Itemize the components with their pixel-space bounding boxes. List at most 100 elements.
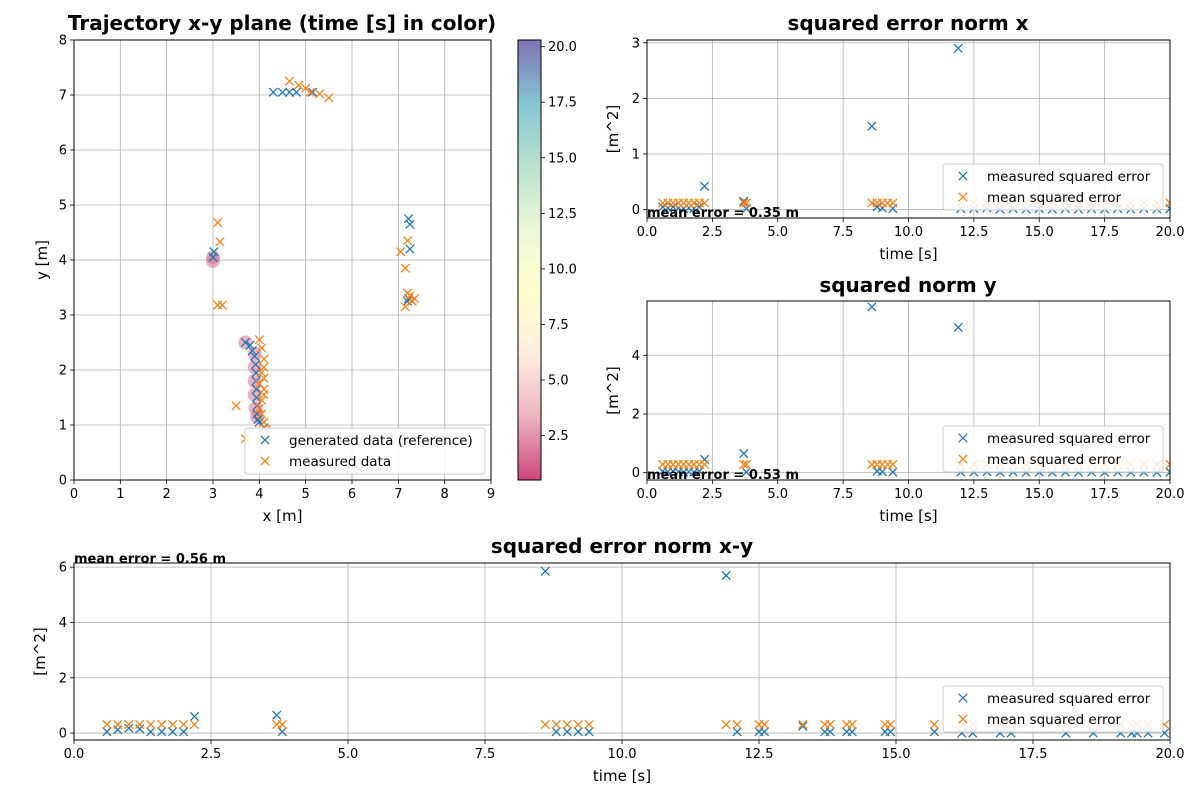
measured-point xyxy=(405,291,415,301)
reference-point xyxy=(284,87,295,97)
mean-error-point xyxy=(584,719,594,730)
legend-entry: mean squared error xyxy=(987,712,1122,728)
measured-error-point xyxy=(885,727,896,737)
measured-error-point xyxy=(551,727,561,737)
mean-error-point xyxy=(732,719,742,730)
mean-error-annotation: mean error = 0.56 m xyxy=(74,552,226,567)
mean-error-point xyxy=(540,719,550,730)
x-axis-label: time [s] xyxy=(879,245,937,263)
measured-point xyxy=(254,335,264,345)
ey-legend: measured squared error mean squared error xyxy=(942,425,1164,473)
measured-point xyxy=(215,237,225,247)
mean-error-point xyxy=(573,719,583,730)
measured-error-point xyxy=(759,727,770,737)
measured-error-point xyxy=(157,727,167,737)
mean-error-point xyxy=(699,459,710,470)
x-tick-label: 10.0 xyxy=(608,747,637,762)
ey-axes: 0.0 2.5 5.0 7.5 10.0 12.5 15.0 17.5 20.0 0 2 4 squar… xyxy=(604,273,1184,525)
measured-error-point xyxy=(584,727,594,737)
colorbar-frame xyxy=(517,39,542,481)
measured-point xyxy=(294,80,304,90)
measured-error-point xyxy=(146,727,156,737)
y-tick-label: 0 xyxy=(632,466,640,481)
measured-error-point xyxy=(867,302,877,312)
measured-point xyxy=(324,93,334,103)
y-tick-label: 2 xyxy=(59,364,67,379)
x-tick-label: 20.0 xyxy=(1156,747,1185,762)
x-tick-label: 20.0 xyxy=(1156,225,1185,240)
x-axis-label: x [m] xyxy=(263,507,303,525)
measured-error-point xyxy=(573,727,583,737)
legend-marker-orange xyxy=(958,454,968,464)
colorbar-tick-label: 7.5 xyxy=(548,318,569,333)
mean-error-point xyxy=(113,719,123,730)
measured-error-point xyxy=(953,43,963,54)
y-tick-label: 4 xyxy=(632,349,640,364)
measured-point xyxy=(305,87,315,97)
measured-error-point xyxy=(694,202,704,212)
measured-error-point xyxy=(272,710,282,720)
measured-error-point xyxy=(825,727,835,737)
y-tick-label: 4 xyxy=(59,254,67,269)
x-tick-label: 15.0 xyxy=(882,747,911,762)
y-tick-label: 3 xyxy=(59,309,67,324)
y-tick-label: 0 xyxy=(632,203,640,218)
x-tick-label: 2 xyxy=(163,487,171,502)
measured-point xyxy=(284,76,295,86)
reference-point xyxy=(247,346,258,356)
y-tick-label: 3 xyxy=(632,36,640,51)
measured-point xyxy=(256,343,267,353)
mean-error-point xyxy=(721,719,731,730)
measured-error-point xyxy=(929,727,940,737)
x-tick-label: 3 xyxy=(209,487,217,502)
mean-error-point xyxy=(562,719,572,730)
measured-point xyxy=(402,236,413,246)
y-tick-label: 7 xyxy=(59,89,67,104)
mean-error-point xyxy=(888,459,898,470)
mean-error-point xyxy=(102,719,112,730)
x-axis-label: time [s] xyxy=(593,767,651,785)
y-axis-label: y [m] xyxy=(33,240,51,280)
y-tick-label: 2 xyxy=(632,407,640,422)
measured-point xyxy=(217,300,227,310)
y-axis-label: [m^2] xyxy=(604,366,622,414)
x-tick-label: 0.0 xyxy=(637,225,658,240)
colorbar-tick-label: 12.5 xyxy=(548,207,577,222)
legend-entry: measured squared error xyxy=(987,169,1151,185)
legend-entry: mean squared error xyxy=(987,190,1122,206)
mean-error-point xyxy=(888,198,898,208)
y-tick-label: 4 xyxy=(59,616,67,631)
x-tick-label: 12.5 xyxy=(959,487,988,502)
x-tick-label: 7.5 xyxy=(475,747,496,762)
y-tick-label: 8 xyxy=(59,34,67,49)
y-tick-label: 6 xyxy=(59,561,67,576)
reference-point xyxy=(291,87,302,97)
legend-marker-orange xyxy=(958,192,968,202)
reference-point xyxy=(251,384,262,394)
ex-frame xyxy=(646,39,1171,219)
measured-error-point xyxy=(739,448,749,459)
reference-point xyxy=(251,392,262,403)
ey-frame xyxy=(646,300,1171,481)
reference-point xyxy=(307,87,318,97)
colorbar-tick-label: 15.0 xyxy=(548,151,577,166)
legend-entry: measured squared error xyxy=(987,691,1151,707)
x-tick-label: 2.5 xyxy=(702,487,723,502)
measured-error-point xyxy=(135,724,145,734)
mean-error-point xyxy=(759,719,770,730)
mean-error-point xyxy=(1165,198,1170,208)
y-tick-label: 2 xyxy=(632,92,640,107)
measured-error-point xyxy=(102,727,112,737)
mean-error-point xyxy=(124,719,134,730)
x-tick-label: 4 xyxy=(255,487,263,502)
x-tick-label: 15.0 xyxy=(1025,487,1054,502)
reference-point xyxy=(277,87,288,97)
legend-entry: generated data (reference) xyxy=(289,433,473,449)
mean-error-point xyxy=(277,719,287,730)
y-axis-label: [m^2] xyxy=(604,105,622,153)
measured-error-point xyxy=(277,727,287,737)
measured-error-point xyxy=(178,727,189,737)
y-tick-label: 0 xyxy=(59,474,67,489)
